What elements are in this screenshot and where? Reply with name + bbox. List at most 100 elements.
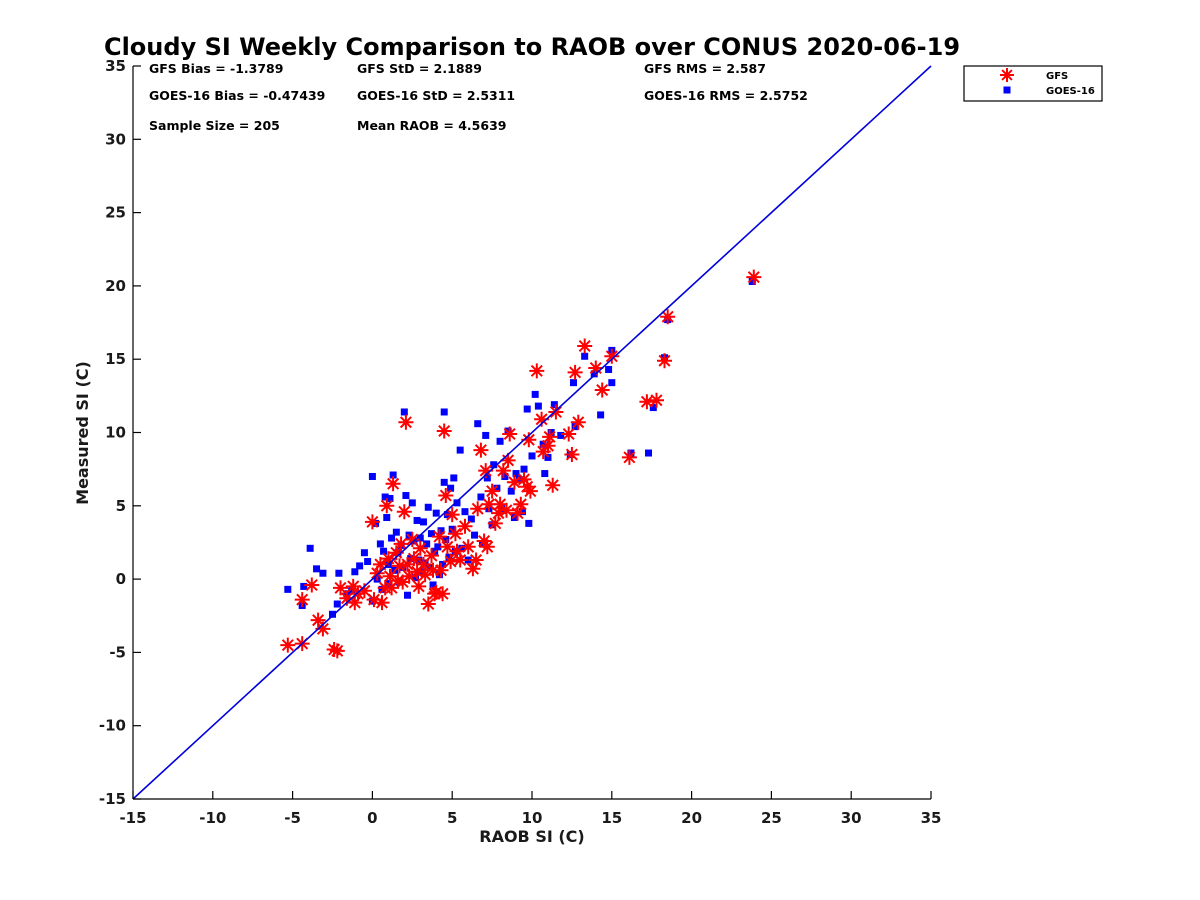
goes-16-point [356,562,364,570]
goes-16-point [389,471,397,479]
goes-16-point [645,449,653,457]
goes-16-point [453,499,461,507]
goes-16-point [534,402,542,410]
goes-16-point [569,379,577,387]
goes-16-point [597,411,605,419]
goes-16-point [649,404,657,412]
goes-16-point [313,565,321,573]
goes-16-point [388,534,396,542]
y-tick-label: 35 [105,57,126,75]
gfs-point [406,551,422,567]
goes-16-point [512,470,520,478]
goes-16-point [440,408,448,416]
gfs-point [639,394,655,410]
gfs-point [443,554,459,569]
legend-gfs-marker [1000,68,1014,82]
goes-16-point [605,365,613,373]
goes-16-point [523,405,531,413]
gfs-point [545,477,561,493]
gfs-point [529,363,545,379]
goes-16-point [477,493,485,501]
x-tick-label: 25 [761,809,782,827]
goes-16-point [483,474,491,482]
x-tick-label: 20 [681,809,702,827]
gfs-point [540,438,556,454]
x-tick-label: -15 [119,809,146,827]
gfs-point [372,556,388,572]
goes-16-point [748,278,756,286]
goes-16-point [376,540,384,548]
gfs-point [390,573,406,589]
gfs-point [495,463,511,479]
gfs-point [452,552,468,568]
goes-16-point [450,474,458,482]
gfs-point [364,514,380,530]
goes-16-point [364,558,372,566]
gfs-point [398,414,414,430]
gfs-point [447,526,463,542]
gfs-point [534,411,550,427]
gfs-point [369,565,385,581]
goes-16-point [440,478,448,486]
y-tick-label: 25 [105,204,126,222]
chart-title: Cloudy SI Weekly Comparison to RAOB over… [104,33,960,61]
goes-16-point [458,544,466,552]
goes-16-point [550,401,558,409]
gfs-point [392,558,407,574]
y-tick-label: 15 [105,350,126,368]
y-tick-label: 10 [105,424,126,442]
gfs-point [425,562,441,578]
gfs-point [516,471,532,487]
gfs-point [388,545,404,561]
gfs-point [438,488,454,503]
gfs-point [420,596,436,612]
gfs-point [280,637,296,653]
gfs-point [416,556,431,572]
gfs-point [395,574,411,590]
gfs-point [510,505,526,521]
gfs-point [449,543,465,559]
gfs-point [315,621,331,637]
goes-16-point [518,508,526,516]
gfs-point [577,338,593,354]
gfs-point [548,404,564,420]
gfs-point [460,539,476,555]
goes-16-point [482,431,490,439]
gfs-point [567,364,583,380]
goes-16-point [424,503,432,511]
gfs-point [500,452,516,468]
y-tick-label: 0 [116,570,126,588]
stat-text: GOES-16 Bias = -0.47439 [149,88,325,103]
goes-16-point [474,420,482,428]
goes-16-point [439,560,447,568]
gfs-point [374,595,390,611]
data-points [280,269,762,659]
goes-16-point [372,519,380,527]
goes-16-point [493,484,501,492]
goes-16-point [378,585,386,593]
y-tick-label: 30 [105,130,126,148]
gfs-point [479,539,495,555]
goes-16-point [531,390,539,398]
gfs-point [570,414,586,430]
gfs-point [433,562,449,578]
x-tick-label: -5 [284,809,301,827]
gfs-point [339,590,355,606]
stat-text: GOES-16 RMS = 2.5752 [644,88,808,103]
gfs-point [384,580,400,596]
axes: -15 -10 -5 0 5 10 15 20 25 30 35 -15 -10 -5 0 5 10 15 20 25… [99,57,942,827]
gfs-point [294,592,310,608]
gfs-point [385,476,401,492]
goes-16-point [528,452,536,460]
y-tick-label: -5 [109,643,126,661]
x-tick-label: 15 [601,809,622,827]
goes-16-point [380,547,388,555]
goes-16-point [432,509,440,517]
x-tick-label: 30 [841,809,862,827]
gfs-point [356,583,372,599]
gfs-point [329,643,345,659]
goes-16-point [501,472,509,480]
gfs-point [393,536,409,552]
stat-text: GFS RMS = 2.587 [644,61,766,76]
